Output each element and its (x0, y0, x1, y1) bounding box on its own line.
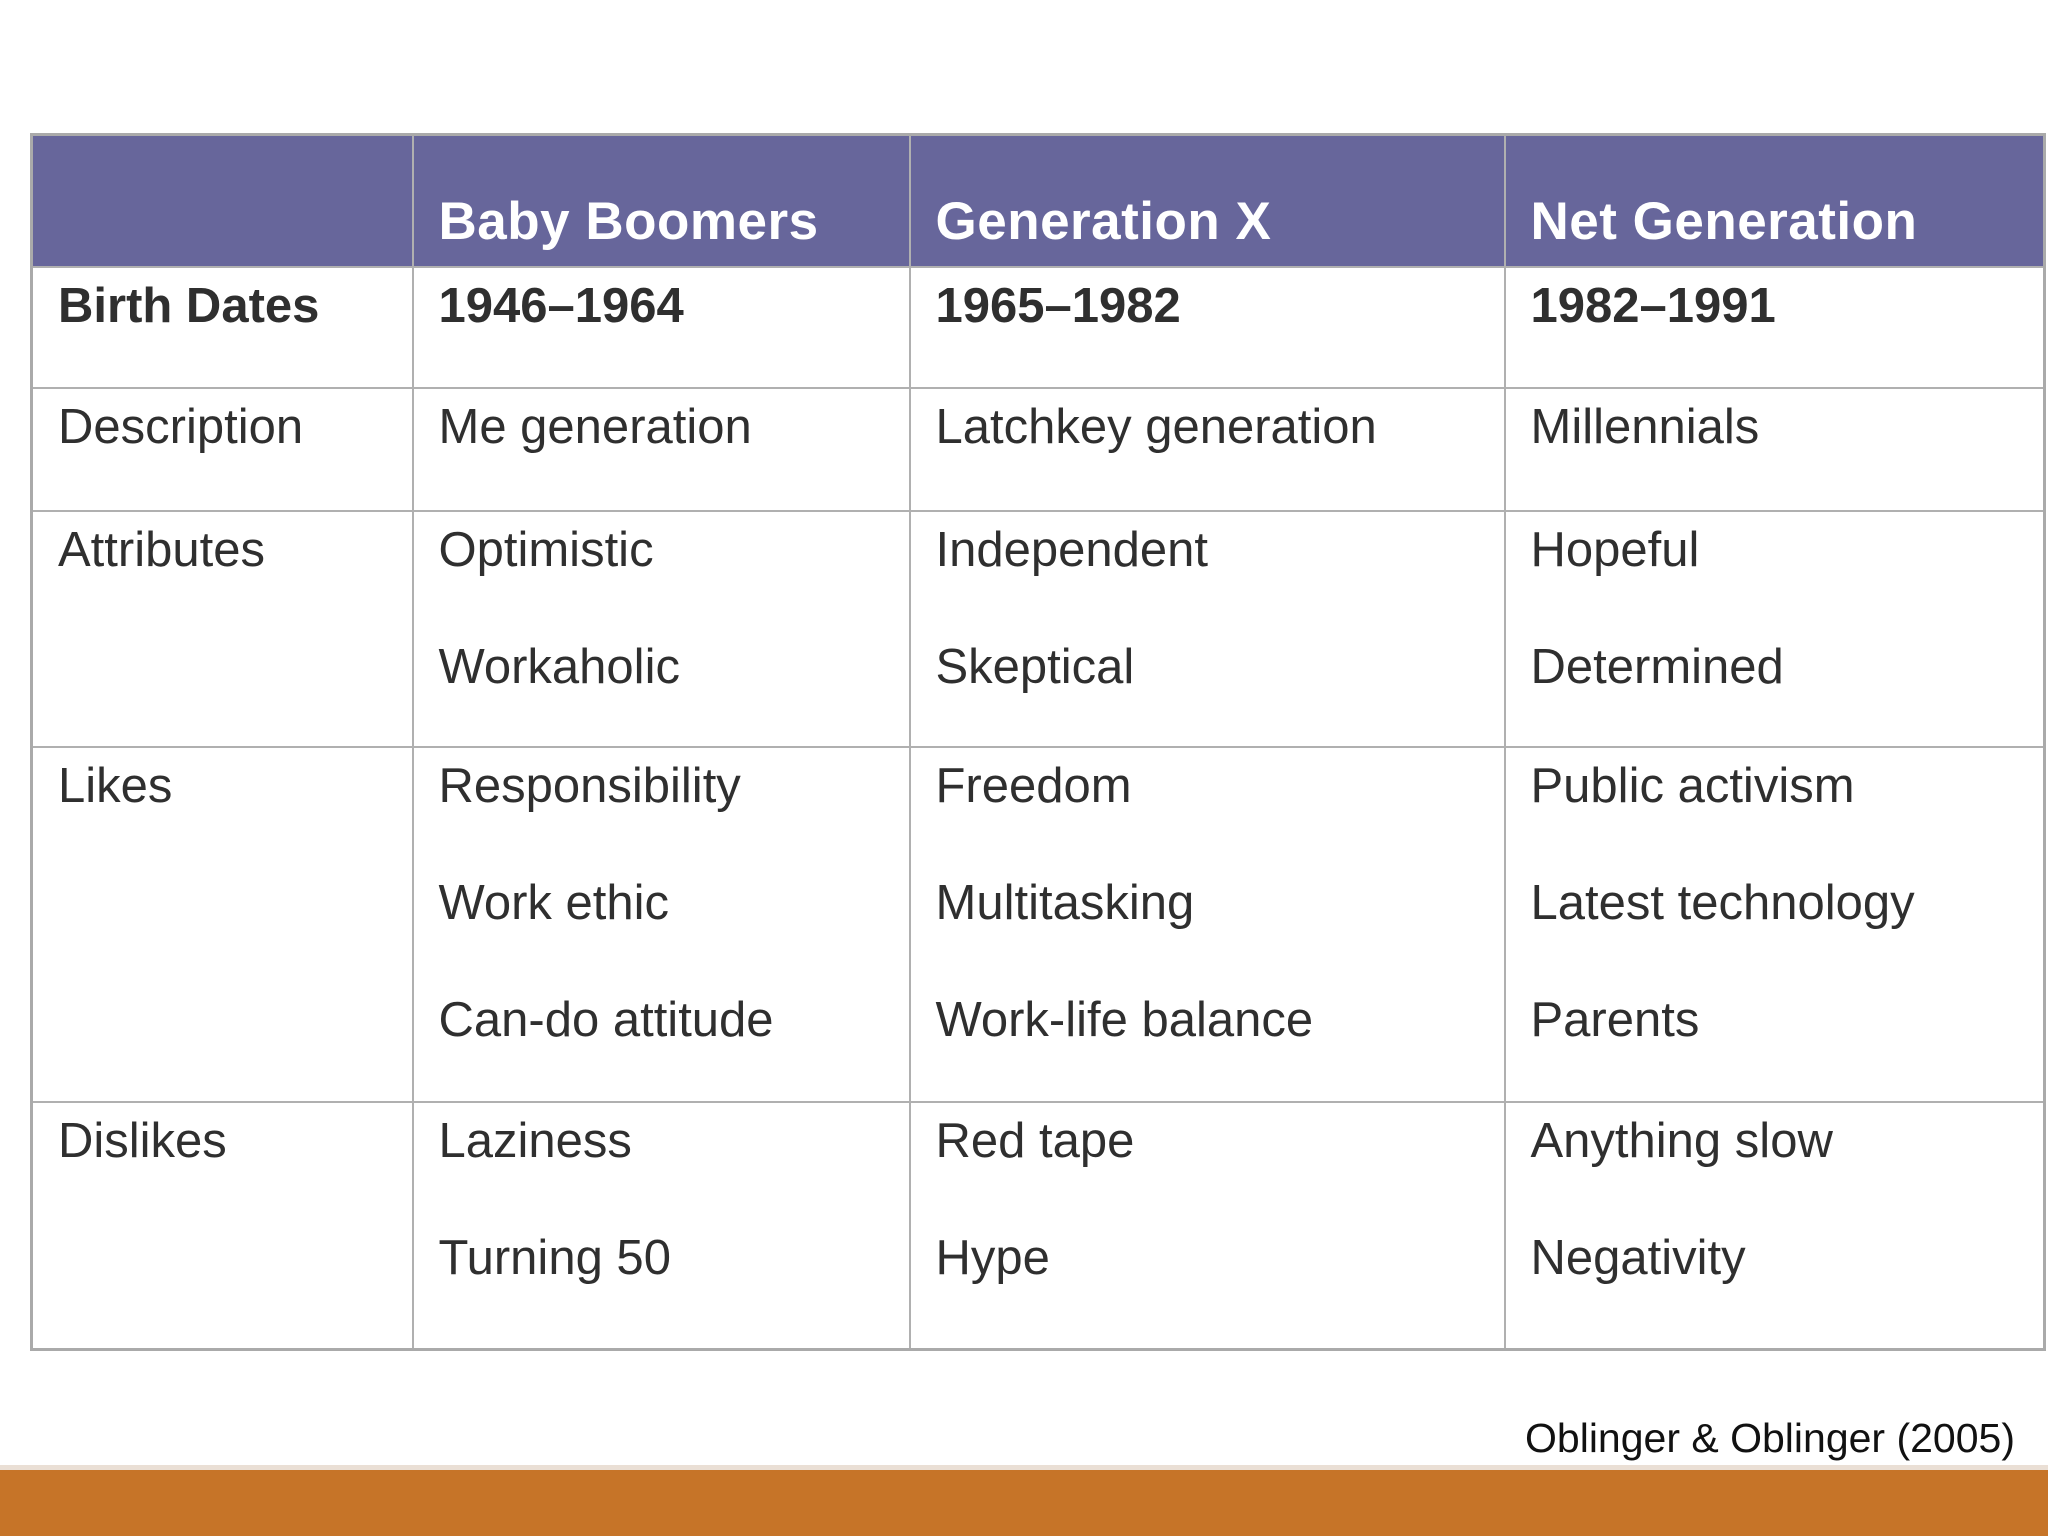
cell-likes-netgen: Public activism Latest technology Parent… (1503, 745, 2046, 1103)
cell-line: Can-do attitude (438, 992, 774, 1047)
cell-desc-netgen: Millennials (1503, 386, 2046, 512)
cell-line: Turning 50 (438, 1230, 671, 1285)
cell-desc-boomers: Me generation (411, 386, 911, 512)
table-header-row: Baby Boomers Generation X Net Generation (30, 133, 2046, 268)
row-attributes: Attributes Optimistic Workaholic Indepen… (30, 509, 2046, 748)
cell-line: Parents (1530, 992, 1700, 1047)
cell-birth-genx: 1965–1982 (908, 265, 1506, 389)
cell-birth-boomers: 1946–1964 (411, 265, 911, 389)
cell-line: Hype (935, 1230, 1050, 1285)
cell-line: Latchkey generation (935, 399, 1377, 454)
cell-line: Independent (935, 522, 1209, 577)
cell-line: Anything slow (1530, 1113, 1833, 1168)
col-header-net-generation: Net Generation (1503, 133, 2046, 268)
cell-line: Freedom (935, 758, 1132, 813)
col-header-generation-x: Generation X (908, 133, 1506, 268)
cell-line: 1946–1964 (438, 278, 684, 333)
cell-attr-boomers: Optimistic Workaholic (411, 509, 911, 748)
row-label-description: Description (30, 386, 414, 512)
row-dislikes: Dislikes Laziness Turning 50 Red tape Hy… (30, 1100, 2046, 1351)
row-likes: Likes Responsibility Work ethic Can-do a… (30, 745, 2046, 1103)
row-label-dislikes: Dislikes (30, 1100, 414, 1351)
cell-line: Hopeful (1530, 522, 1700, 577)
row-label-attributes: Attributes (30, 509, 414, 748)
row-description: Description Me generation Latchkey gener… (30, 386, 2046, 512)
cell-line: Latest technology (1530, 875, 1915, 930)
cell-line: Public activism (1530, 758, 1855, 813)
cell-line: Red tape (935, 1113, 1135, 1168)
generations-comparison-table: Baby Boomers Generation X Net Generation… (30, 133, 2046, 1351)
cell-line: Determined (1530, 639, 1784, 694)
cell-line: Negativity (1530, 1230, 1746, 1285)
cell-attr-genx: Independent Skeptical (908, 509, 1506, 748)
cell-line: Responsibility (438, 758, 741, 813)
cell-dislikes-netgen: Anything slow Negativity (1503, 1100, 2046, 1351)
cell-likes-boomers: Responsibility Work ethic Can-do attitud… (411, 745, 911, 1103)
cell-line: Me generation (438, 399, 752, 454)
cell-line: 1965–1982 (935, 278, 1181, 333)
footer-accent-bar (0, 1465, 2048, 1536)
cell-line: Work ethic (438, 875, 670, 930)
cell-line: Work-life balance (935, 992, 1314, 1047)
cell-dislikes-genx: Red tape Hype (908, 1100, 1506, 1351)
table-corner-cell (30, 133, 414, 268)
cell-birth-netgen: 1982–1991 (1503, 265, 2046, 389)
cell-likes-genx: Freedom Multitasking Work-life balance (908, 745, 1506, 1103)
cell-line: Laziness (438, 1113, 632, 1168)
citation: Oblinger & Oblinger (2005) (1525, 1415, 2015, 1461)
cell-line: Workaholic (438, 639, 680, 694)
cell-line: 1982–1991 (1530, 278, 1776, 333)
cell-attr-netgen: Hopeful Determined (1503, 509, 2046, 748)
cell-line: Optimistic (438, 522, 654, 577)
cell-desc-genx: Latchkey generation (908, 386, 1506, 512)
cell-dislikes-boomers: Laziness Turning 50 (411, 1100, 911, 1351)
row-birth-dates: Birth Dates 1946–1964 1965–1982 1982–199… (30, 265, 2046, 389)
col-header-baby-boomers: Baby Boomers (411, 133, 911, 268)
cell-line: Multitasking (935, 875, 1195, 930)
cell-line: Skeptical (935, 639, 1135, 694)
row-label-birth-dates: Birth Dates (30, 265, 414, 389)
cell-line: Millennials (1530, 399, 1760, 454)
row-label-likes: Likes (30, 745, 414, 1103)
